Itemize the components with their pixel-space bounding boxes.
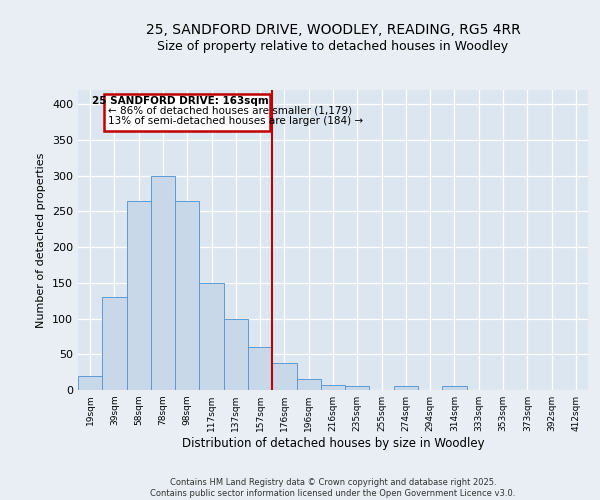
Bar (78, 376, 102, 390)
Bar (394, 386, 418, 390)
Y-axis label: Number of detached properties: Number of detached properties (37, 152, 46, 328)
Text: 25, SANDFORD DRIVE, WOODLEY, READING, RG5 4RR: 25, SANDFORD DRIVE, WOODLEY, READING, RG… (146, 22, 520, 36)
Bar (102, 297, 127, 390)
Bar (321, 385, 345, 390)
Bar (224, 318, 248, 390)
Text: Size of property relative to detached houses in Woodley: Size of property relative to detached ho… (157, 40, 509, 53)
Text: Contains HM Land Registry data © Crown copyright and database right 2025.
Contai: Contains HM Land Registry data © Crown c… (151, 478, 515, 498)
Bar (296, 380, 321, 390)
Bar (345, 386, 370, 390)
Text: 13% of semi-detached houses are larger (184) →: 13% of semi-detached houses are larger (… (109, 116, 364, 126)
FancyBboxPatch shape (104, 94, 270, 132)
Bar (272, 363, 296, 390)
Bar (151, 176, 175, 390)
Bar (175, 200, 199, 390)
Bar (199, 283, 224, 390)
X-axis label: Distribution of detached houses by size in Woodley: Distribution of detached houses by size … (182, 437, 484, 450)
Bar (127, 200, 151, 390)
Text: ← 86% of detached houses are smaller (1,179): ← 86% of detached houses are smaller (1,… (109, 106, 352, 116)
Bar (442, 386, 467, 390)
Text: 25 SANDFORD DRIVE: 163sqm: 25 SANDFORD DRIVE: 163sqm (92, 96, 268, 106)
Bar (248, 347, 272, 390)
